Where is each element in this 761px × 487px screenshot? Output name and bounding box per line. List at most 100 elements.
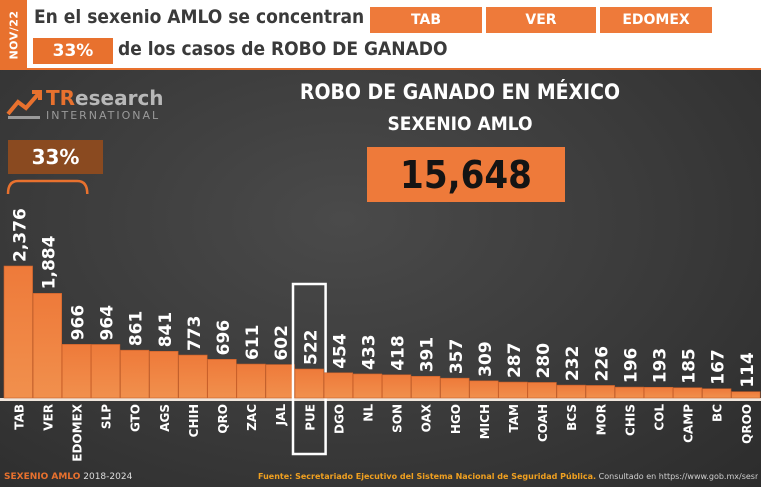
category-label-hgo: HGO bbox=[449, 404, 463, 434]
chart-subtitle: SEXENIO AMLO bbox=[387, 113, 533, 135]
state-pill-1: TAB bbox=[370, 7, 482, 33]
highlight-box bbox=[291, 282, 327, 456]
value-label-coah: 280 bbox=[534, 343, 554, 379]
bar-coah bbox=[527, 382, 557, 399]
bar-bcs bbox=[556, 384, 586, 399]
value-label-jal: 602 bbox=[272, 325, 292, 361]
category-label-coah: COAH bbox=[536, 404, 550, 442]
logo-icon bbox=[6, 90, 42, 119]
category-label-zac: ZAC bbox=[245, 404, 259, 431]
footer-source: Fuente: Secretariado Ejecutivo del Siste… bbox=[258, 472, 758, 481]
value-label-nl: 433 bbox=[360, 334, 380, 370]
bar-jal bbox=[265, 364, 295, 399]
bracket-percent-label: 33% bbox=[8, 140, 103, 174]
category-label-ver: VER bbox=[41, 404, 55, 431]
category-label-qro: QRO bbox=[216, 404, 230, 434]
value-label-tam: 287 bbox=[505, 343, 525, 379]
category-label-slp: SLP bbox=[100, 404, 114, 429]
category-label-gto: GTO bbox=[129, 404, 143, 432]
category-label-nl: NL bbox=[362, 404, 376, 422]
category-label-oax: OAX bbox=[420, 403, 434, 432]
bar-zac bbox=[236, 363, 266, 399]
bar-qroo bbox=[731, 391, 761, 399]
category-label-tam: TAM bbox=[507, 404, 521, 432]
brand-logo: TResearch INTERNATIONAL bbox=[4, 86, 164, 126]
bar-dgo bbox=[323, 372, 354, 399]
bar-oax bbox=[411, 375, 441, 399]
top-three-bracket bbox=[6, 179, 89, 195]
value-label-ver: 1,884 bbox=[39, 235, 59, 289]
value-label-qro: 696 bbox=[214, 320, 234, 356]
value-label-camp: 185 bbox=[680, 348, 700, 384]
bar-tab bbox=[3, 265, 33, 399]
value-label-col: 193 bbox=[651, 348, 671, 384]
bar-mich bbox=[469, 380, 499, 399]
value-label-chis: 196 bbox=[621, 348, 641, 384]
headline-line1: En el sexenio AMLO se concentran en bbox=[34, 6, 394, 28]
state-pill-2: VER bbox=[486, 7, 596, 33]
bar-col bbox=[643, 386, 674, 399]
category-label-bc: BC bbox=[711, 404, 725, 422]
bar-slp bbox=[91, 344, 121, 399]
value-label-bc: 167 bbox=[709, 349, 729, 385]
value-label-pue: 522 bbox=[301, 330, 321, 366]
value-label-gto: 861 bbox=[127, 311, 147, 347]
state-pill-3: EDOMEX bbox=[600, 7, 712, 33]
headline-line2: de los casos de ROBO DE GANADO bbox=[118, 38, 448, 60]
header-bar: NOV/22 En el sexenio AMLO se concentran … bbox=[0, 0, 761, 70]
category-label-mor: MOR bbox=[594, 404, 608, 435]
value-label-bcs: 232 bbox=[563, 346, 583, 382]
chart-title: ROBO DE GANADO EN MÉXICO bbox=[299, 80, 621, 104]
bar-bc bbox=[702, 388, 732, 399]
value-label-son: 418 bbox=[389, 335, 409, 371]
bar-ags bbox=[149, 350, 179, 399]
logo-wordmark: TResearch bbox=[46, 86, 164, 110]
category-label-chih: CHIH bbox=[187, 404, 201, 437]
value-label-edomex: 966 bbox=[69, 305, 89, 341]
value-label-tab: 2,376 bbox=[10, 208, 30, 262]
bar-hgo bbox=[440, 377, 470, 399]
category-label-son: SON bbox=[391, 404, 405, 433]
category-label-jal: JAL bbox=[274, 404, 288, 427]
bar-son bbox=[381, 374, 412, 399]
bar-nl bbox=[352, 373, 383, 399]
category-label-chis: CHIS bbox=[623, 404, 637, 436]
total-count: 15,648 bbox=[367, 147, 565, 202]
category-label-bcs: BCS bbox=[565, 404, 579, 431]
category-label-edomex: EDOMEX bbox=[71, 403, 85, 461]
value-label-dgo: 454 bbox=[330, 333, 350, 369]
bar-camp bbox=[672, 387, 703, 399]
bar-pue bbox=[294, 368, 324, 399]
category-label-col: COL bbox=[653, 404, 667, 431]
category-label-dgo: DGO bbox=[332, 404, 346, 434]
bar-mor bbox=[585, 385, 615, 399]
value-label-zac: 611 bbox=[243, 325, 263, 361]
value-label-slp: 964 bbox=[98, 305, 118, 341]
value-label-hgo: 357 bbox=[447, 339, 467, 375]
bar-chih bbox=[178, 354, 208, 399]
value-label-chih: 773 bbox=[185, 316, 205, 352]
value-label-qroo: 114 bbox=[738, 352, 758, 388]
logo-subtitle: INTERNATIONAL bbox=[46, 109, 161, 122]
date-tag: NOV/22 bbox=[0, 0, 27, 70]
value-label-mor: 226 bbox=[592, 346, 612, 382]
bar-qro bbox=[207, 359, 237, 399]
header-divider bbox=[27, 68, 761, 70]
bar-gto bbox=[120, 349, 150, 399]
category-label-camp: CAMP bbox=[682, 404, 696, 443]
category-label-tab: TAB bbox=[12, 404, 26, 430]
baseline bbox=[0, 398, 761, 401]
category-label-qroo: QROO bbox=[740, 404, 754, 444]
category-label-mich: MICH bbox=[478, 404, 492, 439]
category-label-pue: PUE bbox=[303, 404, 317, 431]
value-label-mich: 309 bbox=[476, 341, 496, 377]
footer-period: SEXENIO AMLO 2018-2024 bbox=[4, 472, 133, 482]
bar-tam bbox=[498, 381, 528, 399]
category-label-ags: AGS bbox=[158, 404, 172, 432]
bar-edomex bbox=[61, 344, 92, 399]
bar-chis bbox=[614, 386, 644, 399]
headline-percent: 33% bbox=[33, 38, 113, 64]
bar-ver bbox=[32, 293, 62, 399]
